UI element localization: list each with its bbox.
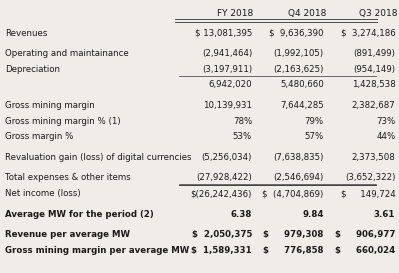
- Text: $     979,308: $ 979,308: [263, 230, 324, 239]
- Text: 9.84: 9.84: [302, 210, 324, 219]
- Text: 6,942,020: 6,942,020: [208, 80, 252, 89]
- Text: 6.38: 6.38: [231, 210, 252, 219]
- Text: Revenues: Revenues: [5, 28, 47, 37]
- Text: (5,256,034): (5,256,034): [202, 153, 252, 162]
- Text: FY 2018: FY 2018: [217, 9, 253, 17]
- Text: Gross mining margin per average MW: Gross mining margin per average MW: [5, 246, 190, 255]
- Text: Revenue per average MW: Revenue per average MW: [5, 230, 130, 239]
- Text: $     149,724: $ 149,724: [341, 189, 395, 198]
- Text: $  3,274,186: $ 3,274,186: [341, 28, 395, 37]
- Text: Gross margin %: Gross margin %: [5, 132, 73, 141]
- Text: 7,644,285: 7,644,285: [280, 101, 324, 110]
- Text: $     776,858: $ 776,858: [263, 246, 324, 255]
- Text: 2,373,508: 2,373,508: [352, 153, 395, 162]
- Text: $ 13,081,395: $ 13,081,395: [195, 28, 252, 37]
- Text: (2,546,694): (2,546,694): [273, 173, 324, 182]
- Text: Operating and maintainance: Operating and maintainance: [5, 49, 129, 58]
- Text: Depreciation: Depreciation: [5, 65, 60, 74]
- Text: 10,139,931: 10,139,931: [203, 101, 252, 110]
- Text: $  9,636,390: $ 9,636,390: [269, 28, 324, 37]
- Text: 1,428,538: 1,428,538: [352, 80, 395, 89]
- Text: $  1,589,331: $ 1,589,331: [192, 246, 252, 255]
- Text: (954,149): (954,149): [354, 65, 395, 74]
- Text: 5,480,660: 5,480,660: [280, 80, 324, 89]
- Text: 79%: 79%: [304, 117, 324, 126]
- Text: Q3 2018: Q3 2018: [359, 9, 398, 17]
- Text: Revaluation gain (loss) of digital currencies: Revaluation gain (loss) of digital curre…: [5, 153, 192, 162]
- Text: $(26,242,436): $(26,242,436): [191, 189, 252, 198]
- Text: (3,197,911): (3,197,911): [202, 65, 252, 74]
- Text: 2,382,687: 2,382,687: [352, 101, 395, 110]
- Text: (2,163,625): (2,163,625): [273, 65, 324, 74]
- Text: Net income (loss): Net income (loss): [5, 189, 81, 198]
- Text: Gross mining margin: Gross mining margin: [5, 101, 95, 110]
- Text: 44%: 44%: [376, 132, 395, 141]
- Text: $  (4,704,869): $ (4,704,869): [263, 189, 324, 198]
- Text: 53%: 53%: [233, 132, 252, 141]
- Text: (2,941,464): (2,941,464): [202, 49, 252, 58]
- Text: 57%: 57%: [304, 132, 324, 141]
- Text: $     906,977: $ 906,977: [335, 230, 395, 239]
- Text: Q4 2018: Q4 2018: [288, 9, 326, 17]
- Text: $  2,050,375: $ 2,050,375: [192, 230, 252, 239]
- Text: (7,638,835): (7,638,835): [273, 153, 324, 162]
- Text: Gross mining margin % (1): Gross mining margin % (1): [5, 117, 121, 126]
- Text: (1,992,105): (1,992,105): [274, 49, 324, 58]
- Text: 3.61: 3.61: [374, 210, 395, 219]
- Text: Average MW for the period (2): Average MW for the period (2): [5, 210, 154, 219]
- Text: (891,499): (891,499): [354, 49, 395, 58]
- Text: 73%: 73%: [376, 117, 395, 126]
- Text: (27,928,422): (27,928,422): [196, 173, 252, 182]
- Text: Total expenses & other items: Total expenses & other items: [5, 173, 131, 182]
- Text: 78%: 78%: [233, 117, 252, 126]
- Text: $     660,024: $ 660,024: [335, 246, 395, 255]
- Text: (3,652,322): (3,652,322): [345, 173, 395, 182]
